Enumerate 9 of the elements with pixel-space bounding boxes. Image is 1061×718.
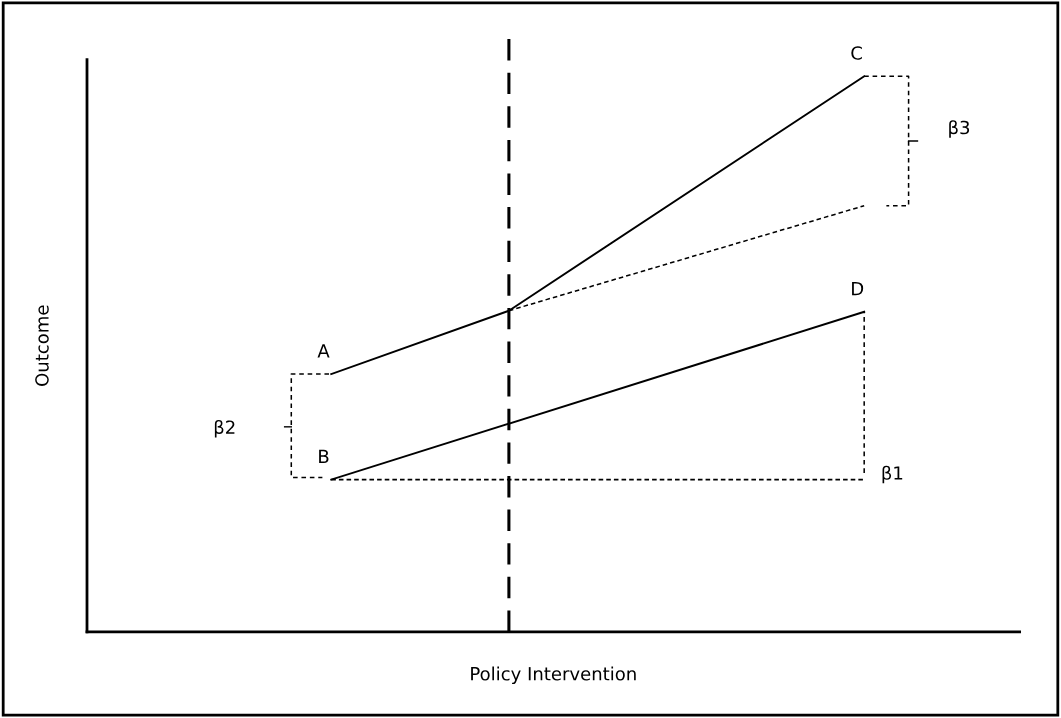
annotation: β3 xyxy=(949,120,970,138)
annotation: β2 xyxy=(214,419,235,438)
x-axis-title: Policy Intervention xyxy=(471,666,636,685)
annotation: B xyxy=(319,449,329,463)
annotation: A xyxy=(317,344,330,358)
text: C xyxy=(851,46,862,60)
y-axis-title: Outcome xyxy=(35,305,49,386)
annotation: D xyxy=(852,282,864,296)
annotation: β1 xyxy=(882,465,903,484)
